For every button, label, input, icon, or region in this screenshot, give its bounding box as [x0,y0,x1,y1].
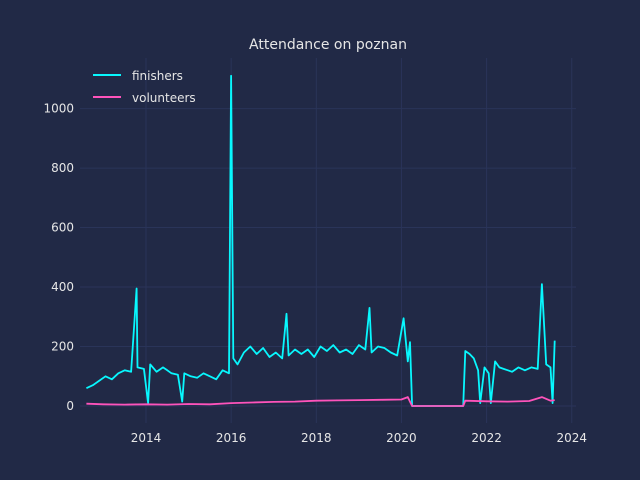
chart-title: Attendance on poznan [249,37,407,53]
series-line-volunteers [86,396,555,407]
y-tick-label: 600 [51,221,74,235]
x-tick-label: 2024 [556,431,587,445]
series-line-finishers [86,74,556,407]
x-tick-label: 2014 [131,431,162,445]
y-tick-label: 200 [51,340,74,354]
x-axis-ticks: 2014 2016 2018 2020 2022 2024 [131,431,587,445]
legend-label-volunteers: volunteers [132,91,196,105]
y-axis-ticks: 0 200 400 600 800 1000 [43,102,74,413]
x-tick-label: 2018 [301,431,332,445]
series-group [86,74,556,407]
y-tick-label: 0 [66,399,74,413]
legend: finishers volunteers [93,69,196,105]
x-tick-label: 2022 [471,431,502,445]
y-tick-label: 800 [51,161,74,175]
x-tick-label: 2016 [216,431,247,445]
y-tick-label: 400 [51,280,74,294]
grid [80,58,576,423]
legend-label-finishers: finishers [132,69,183,83]
y-tick-label: 1000 [43,102,74,116]
x-tick-label: 2020 [386,431,417,445]
